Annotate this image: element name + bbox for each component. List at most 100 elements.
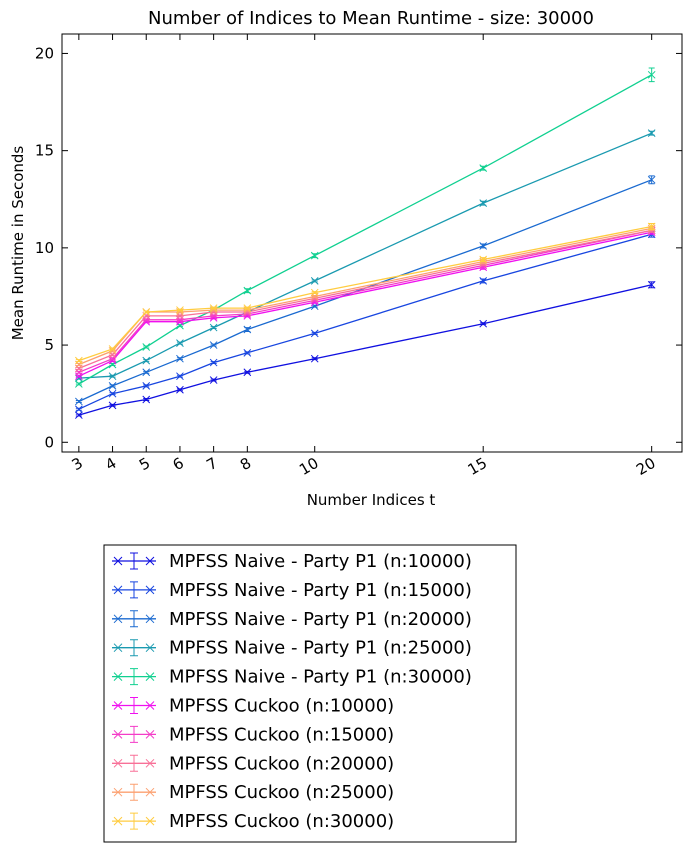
- legend-label: MPFSS Naive - Party P1 (n:15000): [169, 580, 472, 601]
- data-point: [176, 312, 184, 320]
- x-tick-label: 7: [203, 454, 220, 474]
- legend-error-bar: [130, 783, 138, 801]
- data-point: [243, 304, 252, 312]
- data-point: [74, 372, 83, 381]
- series-line: [78, 284, 652, 416]
- data-point: [142, 382, 151, 390]
- legend-label: MPFSS Cuckoo (n:25000): [169, 782, 394, 803]
- legend-marker: [113, 585, 123, 595]
- legend-error-bar: [130, 610, 138, 628]
- legend-item: MPFSS Cuckoo (n:30000): [112, 811, 394, 832]
- data-point: [108, 401, 117, 410]
- data-point: [108, 347, 117, 355]
- legend-error-bar: [130, 697, 138, 714]
- data-point: [74, 405, 83, 414]
- data-point: [310, 277, 319, 285]
- legend-error-bar: [130, 812, 138, 830]
- series-line: [78, 132, 652, 379]
- legend-marker: [113, 701, 123, 710]
- data-point: [479, 277, 488, 285]
- data-point: [142, 343, 151, 351]
- data-point: [176, 372, 184, 381]
- y-tick-label: 5: [44, 336, 54, 354]
- series-layer: [74, 67, 656, 419]
- data-point: [310, 354, 319, 363]
- y-tick-label: 20: [35, 44, 54, 62]
- x-tick-label: 20: [633, 454, 659, 479]
- data-point: [74, 380, 83, 388]
- data-point: [108, 389, 117, 398]
- data-point: [108, 345, 117, 353]
- legend-item: MPFSS Naive - Party P1 (n:15000): [112, 580, 472, 601]
- y-tick-label: 15: [35, 142, 54, 160]
- data-point: [176, 354, 184, 363]
- data-point: [74, 397, 83, 406]
- data-point: [310, 251, 319, 260]
- data-point: [74, 356, 83, 365]
- legend-error-bar: [130, 639, 138, 657]
- data-point: [176, 306, 184, 314]
- y-axis-ticks: 0 5 10 15 20: [35, 44, 682, 451]
- data-point: [479, 242, 488, 250]
- data-point: [310, 292, 319, 301]
- data-point: [142, 315, 151, 324]
- chart-title: Number of Indices to Mean Runtime - size…: [148, 8, 594, 29]
- series-group: [74, 175, 656, 406]
- data-point: [310, 288, 319, 297]
- x-tick-label: 10: [296, 454, 322, 479]
- series-group: [74, 226, 656, 373]
- data-point: [209, 304, 218, 312]
- data-point: [176, 339, 184, 347]
- data-point: [108, 372, 117, 381]
- legend-item: MPFSS Cuckoo (n:20000): [112, 753, 394, 774]
- data-point: [243, 368, 252, 377]
- x-tick-label: 4: [102, 454, 119, 474]
- legend-marker: [113, 730, 123, 739]
- legend-item: MPFSS Naive - Party P1 (n:30000): [112, 667, 472, 688]
- legend-error-bar: [130, 754, 138, 772]
- legend-item: MPFSS Cuckoo (n:15000): [112, 724, 394, 745]
- legend-item: MPFSS Naive - Party P1 (n:20000): [112, 609, 472, 630]
- data-point: [108, 382, 117, 390]
- data-point: [647, 70, 656, 79]
- data-point: [176, 385, 184, 394]
- data-point: [108, 356, 117, 365]
- x-axis-label: Number Indices t: [307, 491, 436, 509]
- legend-item: MPFSS Naive - Party P1 (n:10000): [112, 551, 472, 572]
- data-point: [142, 308, 151, 316]
- data-point: [243, 286, 252, 295]
- data-point: [310, 329, 319, 338]
- plot-area-frame: [61, 33, 683, 453]
- data-point: [479, 164, 488, 173]
- data-point: [647, 280, 656, 289]
- legend-marker: [145, 758, 155, 768]
- data-point: [176, 315, 184, 324]
- series-group: [74, 280, 656, 419]
- legend-error-bar: [130, 725, 138, 743]
- series-line: [78, 74, 653, 385]
- series-group: [74, 67, 656, 388]
- data-point: [209, 323, 218, 332]
- legend-marker: [145, 556, 155, 566]
- legend-frame: [103, 544, 517, 843]
- legend-items: MPFSS Naive - Party P1 (n:10000) MPFSS Na…: [112, 551, 472, 832]
- legend-label: MPFSS Naive - Party P1 (n:10000): [169, 551, 472, 572]
- y-tick-label: 10: [35, 239, 54, 257]
- legend-label: MPFSS Naive - Party P1 (n:20000): [169, 609, 472, 630]
- legend-label: MPFSS Cuckoo (n:15000): [169, 724, 394, 745]
- legend-item: MPFSS Cuckoo (n:25000): [112, 782, 394, 803]
- legend-error-bar: [130, 581, 138, 599]
- data-point: [479, 319, 488, 328]
- series-group: [74, 129, 656, 382]
- legend-error-bar: [130, 668, 138, 686]
- x-tick-label: 5: [136, 454, 153, 474]
- legend-marker: [145, 701, 155, 710]
- data-point: [142, 356, 151, 365]
- series-line: [78, 179, 652, 403]
- data-point: [310, 302, 319, 311]
- legend-item: MPFSS Cuckoo (n:10000): [112, 696, 394, 717]
- data-point: [74, 360, 83, 369]
- legend-marker: [113, 816, 123, 826]
- legend-marker: [145, 585, 155, 595]
- data-point: [243, 348, 252, 357]
